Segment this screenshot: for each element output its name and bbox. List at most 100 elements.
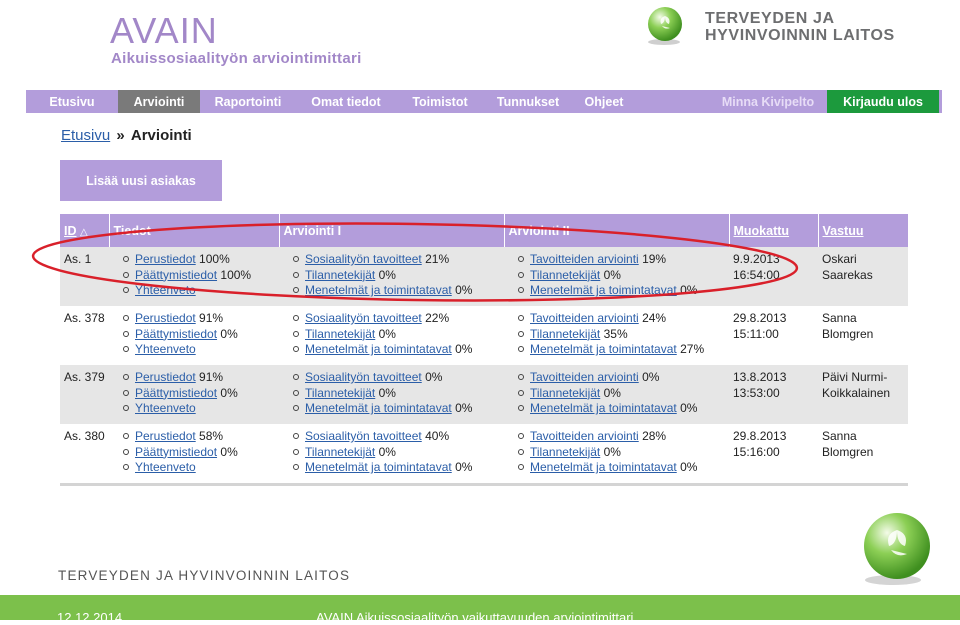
- perustiedot-link[interactable]: Perustiedot: [135, 252, 196, 266]
- percent-value: 0%: [220, 385, 238, 400]
- sort-id-link[interactable]: ID: [64, 223, 77, 238]
- responsible-last: Blomgren: [822, 444, 874, 459]
- tavoitteiden-arviointi-link[interactable]: Tavoitteiden arviointi: [530, 370, 639, 384]
- bullet-icon: [518, 389, 524, 396]
- yhteenveto-link[interactable]: Yhteenveto: [135, 460, 196, 474]
- menetelmat-link[interactable]: Menetelmät ja toimintatavat: [530, 342, 677, 356]
- nav-item-toimistot[interactable]: Toimistot: [412, 94, 468, 109]
- list-item: Yhteenveto: [113, 401, 275, 417]
- sort-vastuu-link[interactable]: Vastuu: [822, 223, 864, 238]
- yhteenveto-link[interactable]: Yhteenveto: [135, 342, 196, 356]
- nav-item-raportointi[interactable]: Raportointi: [214, 94, 282, 109]
- list-item: Menetelmät ja toimintatavat 0%: [508, 401, 725, 417]
- nav-spacer: [636, 90, 709, 113]
- tilannetekijat-link[interactable]: Tilannetekijät: [530, 326, 601, 341]
- breadcrumb-home-link[interactable]: Etusivu: [61, 127, 111, 144]
- tilannetekijat-link[interactable]: Tilannetekijät: [530, 444, 601, 459]
- bullet-icon: [293, 448, 299, 455]
- tavoitteiden-arviointi-link[interactable]: Tavoitteiden arviointi: [530, 252, 639, 266]
- bullet-icon: [293, 287, 299, 294]
- list-item: Perustiedot 100%: [113, 252, 275, 268]
- responsible-last: Saarekas: [822, 267, 873, 282]
- table-row: As. 380 Perustiedot 58% Päättymistiedot …: [60, 424, 908, 486]
- nav-item-omat-tiedot[interactable]: Omat tiedot: [311, 94, 381, 109]
- perustiedot-link[interactable]: Perustiedot: [135, 311, 196, 325]
- col-header-muokattu[interactable]: Muokattu: [728, 214, 818, 247]
- cell-arviointi-2: Tavoitteiden arviointi 19% Tilannetekijä…: [504, 247, 729, 306]
- tilannetekijat-link[interactable]: Tilannetekijät: [305, 267, 376, 282]
- footer-org-name: TERVEYDEN JA HYVINVOINNIN LAITOS: [58, 568, 351, 583]
- menetelmat-link[interactable]: Menetelmät ja toimintatavat: [305, 401, 452, 415]
- nav-item-etusivu[interactable]: Etusivu: [49, 94, 95, 109]
- bullet-icon: [518, 271, 524, 278]
- list-item: Menetelmät ja toimintatavat 0%: [283, 283, 500, 299]
- cell-vastuu: Päivi Nurmi- Koikkalainen: [818, 365, 908, 424]
- menetelmat-link[interactable]: Menetelmät ja toimintatavat: [305, 342, 452, 356]
- menetelmat-link[interactable]: Menetelmät ja toimintatavat: [530, 283, 677, 297]
- list-item: Tavoitteiden arviointi 0%: [508, 370, 725, 386]
- cell-id: As. 380: [60, 424, 109, 486]
- table-row: As. 1 Perustiedot 100% Päättymistiedot 1…: [60, 247, 908, 306]
- modified-time: 16:54:00: [733, 267, 780, 282]
- table-row: As. 379 Perustiedot 91% Päättymistiedot …: [60, 365, 908, 424]
- paattymistiedot-link[interactable]: Päättymistiedot: [135, 444, 218, 459]
- cell-muokattu: 13.8.2013 13:53:00: [729, 365, 818, 424]
- percent-value: 0%: [455, 342, 473, 356]
- percent-value: 0%: [378, 267, 396, 282]
- tilannetekijat-link[interactable]: Tilannetekijät: [305, 385, 376, 400]
- menetelmat-link[interactable]: Menetelmät ja toimintatavat: [530, 401, 677, 415]
- nav-item-arviointi[interactable]: Arviointi: [118, 90, 200, 113]
- bullet-icon: [518, 433, 524, 440]
- list-item: Tilannetekijät 35%: [508, 327, 725, 343]
- percent-value: 0%: [220, 444, 238, 459]
- responsible-first: Sanna: [822, 311, 857, 325]
- percent-value: 91%: [199, 311, 224, 325]
- perustiedot-link[interactable]: Perustiedot: [135, 429, 196, 443]
- nav-item-tunnukset[interactable]: Tunnukset: [496, 94, 560, 109]
- modified-time: 15:11:00: [733, 326, 779, 341]
- bullet-icon: [293, 330, 299, 337]
- col-header-tiedot: Tiedot: [108, 214, 279, 247]
- tavoitteiden-arviointi-link[interactable]: Tavoitteiden arviointi: [530, 311, 639, 325]
- percent-value: 0%: [455, 401, 473, 415]
- tavoitteet-link[interactable]: Sosiaalityön tavoitteet: [305, 429, 422, 443]
- menetelmat-link[interactable]: Menetelmät ja toimintatavat: [530, 460, 677, 474]
- add-client-button[interactable]: Lisää uusi asiakas: [60, 160, 222, 201]
- yhteenveto-link[interactable]: Yhteenveto: [135, 401, 196, 415]
- responsible-last: Blomgren: [822, 326, 874, 341]
- tavoitteet-link[interactable]: Sosiaalityön tavoitteet: [305, 311, 422, 325]
- bullet-icon: [518, 315, 524, 322]
- bullet-icon: [293, 346, 299, 353]
- col-header-vastuu[interactable]: Vastuu: [817, 214, 908, 247]
- menetelmat-link[interactable]: Menetelmät ja toimintatavat: [305, 283, 452, 297]
- breadcrumb: Etusivu » Arviointi: [61, 127, 192, 144]
- tilannetekijat-link[interactable]: Tilannetekijät: [305, 444, 376, 459]
- modified-date: 29.8.2013: [733, 429, 787, 443]
- cell-muokattu: 9.9.2013 16:54:00: [729, 247, 818, 306]
- assessment-table: ID △ Tiedot Arviointi I Arviointi II Muo…: [60, 214, 908, 486]
- list-item: Tilannetekijät 0%: [283, 445, 500, 461]
- tavoitteiden-arviointi-link[interactable]: Tavoitteiden arviointi: [530, 429, 639, 443]
- percent-value: 19%: [642, 252, 667, 266]
- cell-muokattu: 29.8.2013 15:16:00: [729, 424, 818, 486]
- nav-item-ohjeet[interactable]: Ohjeet: [584, 94, 624, 109]
- tilannetekijat-link[interactable]: Tilannetekijät: [530, 385, 601, 400]
- cell-arviointi-1: Sosiaalityön tavoitteet 40% Tilannetekij…: [279, 424, 504, 486]
- percent-value: 0%: [603, 385, 621, 400]
- menetelmat-link[interactable]: Menetelmät ja toimintatavat: [305, 460, 452, 474]
- paattymistiedot-link[interactable]: Päättymistiedot: [135, 385, 218, 400]
- tilannetekijat-link[interactable]: Tilannetekijät: [530, 267, 601, 282]
- paattymistiedot-link[interactable]: Päättymistiedot: [135, 267, 218, 282]
- cell-id: As. 379: [60, 365, 109, 424]
- sort-muokattu-link[interactable]: Muokattu: [733, 223, 790, 238]
- paattymistiedot-link[interactable]: Päättymistiedot: [135, 326, 218, 341]
- tilannetekijat-link[interactable]: Tilannetekijät: [305, 326, 376, 341]
- logout-button[interactable]: Kirjaudu ulos: [827, 90, 939, 113]
- tavoitteet-link[interactable]: Sosiaalityön tavoitteet: [305, 370, 422, 384]
- perustiedot-link[interactable]: Perustiedot: [135, 370, 196, 384]
- percent-value: 35%: [603, 326, 628, 341]
- table-row: As. 378 Perustiedot 91% Päättymistiedot …: [60, 306, 908, 365]
- sort-up-icon[interactable]: △: [79, 226, 88, 238]
- footer-text: AVAIN Aikuissosiaalityön vaikuttavuuden …: [316, 610, 634, 625]
- tavoitteet-link[interactable]: Sosiaalityön tavoitteet: [305, 252, 422, 266]
